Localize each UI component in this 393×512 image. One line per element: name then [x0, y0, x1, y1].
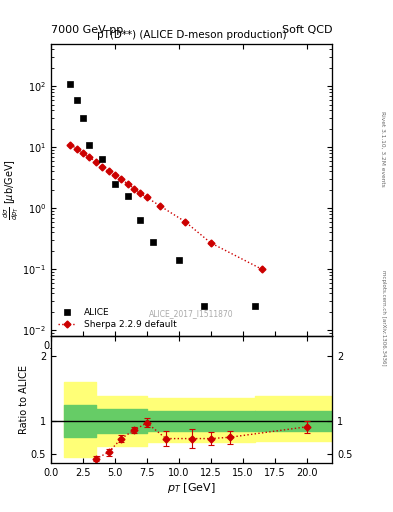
Sherpa 2.2.9 default: [132, 185, 136, 191]
Text: ALICE_2017_I1511870: ALICE_2017_I1511870: [149, 310, 234, 318]
ALICE: [81, 115, 85, 121]
ALICE: [74, 97, 79, 103]
Sherpa 2.2.9 default: [113, 172, 118, 178]
Sherpa 2.2.9 default: [157, 203, 162, 209]
Sherpa 2.2.9 default: [94, 159, 98, 165]
ALICE: [68, 80, 73, 87]
Sherpa 2.2.9 default: [74, 145, 79, 152]
Legend: ALICE, Sherpa 2.2.9 default: ALICE, Sherpa 2.2.9 default: [55, 306, 179, 332]
ALICE: [202, 303, 207, 309]
X-axis label: $p_T$ [GeV]: $p_T$ [GeV]: [167, 481, 216, 495]
Text: Soft QCD: Soft QCD: [282, 25, 332, 35]
Sherpa 2.2.9 default: [119, 176, 124, 182]
Y-axis label: $\frac{d\sigma}{dp_T}$ [$\mu$b/GeV]: $\frac{d\sigma}{dp_T}$ [$\mu$b/GeV]: [2, 159, 21, 220]
Sherpa 2.2.9 default: [125, 181, 130, 187]
Sherpa 2.2.9 default: [87, 154, 92, 160]
Sherpa 2.2.9 default: [106, 168, 111, 175]
Sherpa 2.2.9 default: [138, 190, 143, 197]
Line: Sherpa 2.2.9 default: Sherpa 2.2.9 default: [68, 142, 264, 272]
ALICE: [125, 193, 130, 199]
Sherpa 2.2.9 default: [145, 195, 149, 201]
ALICE: [87, 142, 92, 148]
Sherpa 2.2.9 default: [100, 163, 105, 169]
ALICE: [100, 156, 105, 162]
ALICE: [176, 257, 181, 263]
Line: ALICE: ALICE: [67, 80, 259, 309]
Sherpa 2.2.9 default: [68, 142, 73, 148]
Sherpa 2.2.9 default: [81, 150, 85, 156]
Text: 7000 GeV pp: 7000 GeV pp: [51, 25, 123, 35]
Text: mcplots.cern.ch [arXiv:1306.3436]: mcplots.cern.ch [arXiv:1306.3436]: [381, 270, 386, 365]
ALICE: [253, 303, 258, 309]
Sherpa 2.2.9 default: [259, 266, 264, 272]
ALICE: [113, 181, 118, 187]
ALICE: [151, 239, 156, 245]
Y-axis label: Ratio to ALICE: Ratio to ALICE: [20, 365, 29, 434]
Text: Rivet 3.1.10, 3.2M events: Rivet 3.1.10, 3.2M events: [381, 111, 386, 186]
ALICE: [138, 217, 143, 223]
Sherpa 2.2.9 default: [183, 219, 187, 225]
Sherpa 2.2.9 default: [208, 240, 213, 246]
Title: pT(D**) (ALICE D-meson production): pT(D**) (ALICE D-meson production): [97, 30, 286, 40]
